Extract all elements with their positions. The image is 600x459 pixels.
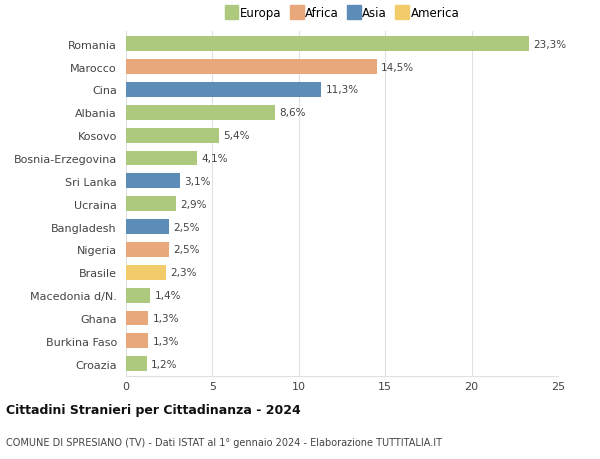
- Bar: [126, 242, 169, 257]
- Text: 2,5%: 2,5%: [173, 222, 200, 232]
- Legend: Europa, Africa, Asia, America: Europa, Africa, Asia, America: [222, 5, 462, 23]
- Text: 2,3%: 2,3%: [170, 268, 197, 278]
- Bar: [126, 197, 176, 212]
- Text: 11,3%: 11,3%: [326, 85, 359, 95]
- Text: 5,4%: 5,4%: [224, 131, 250, 141]
- Text: 2,5%: 2,5%: [173, 245, 200, 255]
- Bar: [126, 334, 148, 348]
- Bar: [126, 265, 166, 280]
- Bar: [126, 174, 179, 189]
- Text: Cittadini Stranieri per Cittadinanza - 2024: Cittadini Stranieri per Cittadinanza - 2…: [6, 403, 301, 416]
- Bar: [126, 151, 197, 166]
- Text: 14,5%: 14,5%: [381, 62, 414, 73]
- Bar: [126, 83, 321, 98]
- Text: 1,3%: 1,3%: [153, 313, 179, 323]
- Text: 23,3%: 23,3%: [533, 39, 566, 50]
- Bar: [126, 357, 147, 371]
- Bar: [126, 129, 220, 143]
- Bar: [126, 37, 529, 52]
- Bar: [126, 220, 169, 235]
- Text: 8,6%: 8,6%: [279, 108, 305, 118]
- Bar: [126, 106, 275, 120]
- Bar: [126, 60, 377, 75]
- Text: 4,1%: 4,1%: [201, 154, 227, 164]
- Text: 3,1%: 3,1%: [184, 176, 211, 186]
- Text: COMUNE DI SPRESIANO (TV) - Dati ISTAT al 1° gennaio 2024 - Elaborazione TUTTITAL: COMUNE DI SPRESIANO (TV) - Dati ISTAT al…: [6, 437, 442, 447]
- Text: 1,3%: 1,3%: [153, 336, 179, 346]
- Text: 1,4%: 1,4%: [155, 291, 181, 301]
- Text: 1,2%: 1,2%: [151, 359, 178, 369]
- Bar: [126, 311, 148, 325]
- Text: 2,9%: 2,9%: [181, 199, 207, 209]
- Bar: [126, 288, 150, 303]
